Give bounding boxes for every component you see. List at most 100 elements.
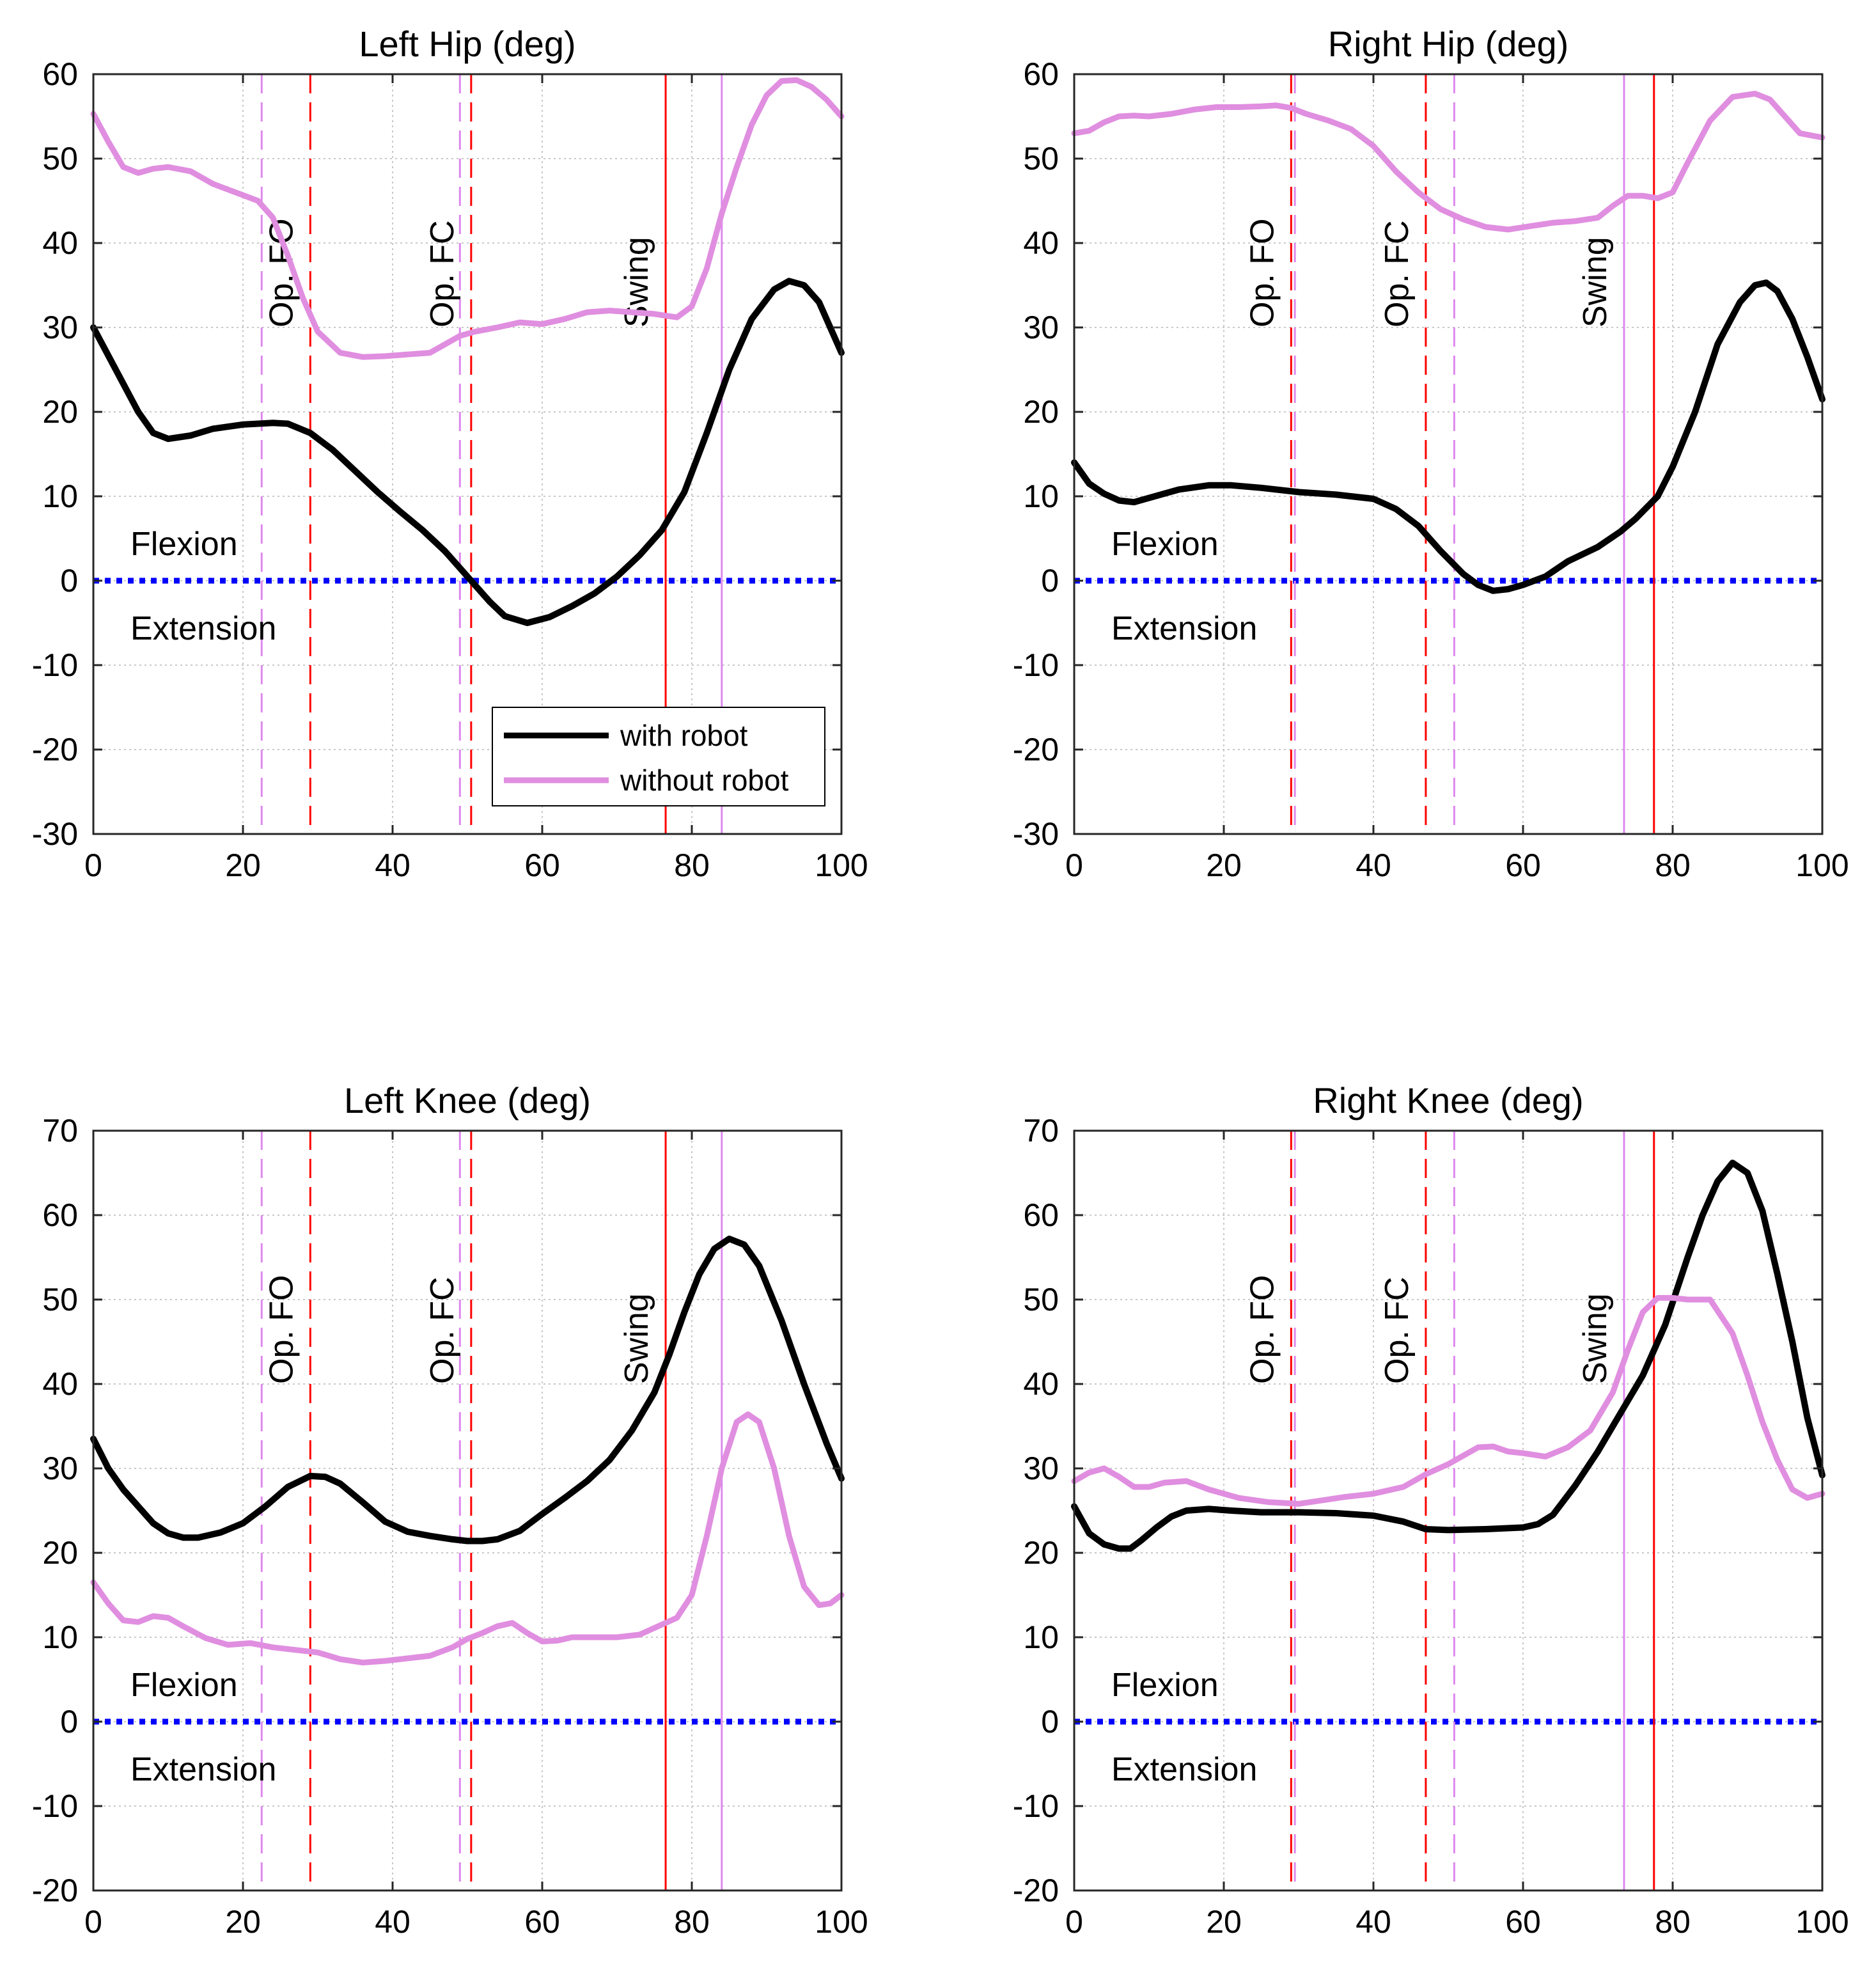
x-tick-label: 60 <box>524 847 560 883</box>
panel-left-knee: Op. FO Op. FC Swing 0 20 40 60 80 100 -20 -10 0 10 20… <box>32 1080 868 1940</box>
flexion-label: Flexion <box>130 526 238 563</box>
y-tick-label: 20 <box>42 1535 78 1571</box>
y-tick-label: 0 <box>60 563 78 599</box>
event-label: Op. FC <box>424 220 461 327</box>
y-tick-label: 40 <box>1023 225 1059 261</box>
y-tick-label: 30 <box>42 1450 78 1486</box>
series-line-with-robot <box>90 278 845 626</box>
y-tick-label: -30 <box>32 816 78 852</box>
y-tick-label: 50 <box>1023 1282 1059 1317</box>
y-tick-label: 10 <box>1023 478 1059 514</box>
y-tick-label: 0 <box>1041 563 1059 599</box>
x-tick-label: 100 <box>1795 1904 1849 1940</box>
y-tick-label: 60 <box>42 1197 78 1233</box>
event-label: Swing <box>618 1293 655 1384</box>
series-line-with-robot <box>90 1236 845 1545</box>
series-line-with-robot <box>1071 1159 1825 1552</box>
y-tick-label: 50 <box>42 141 78 177</box>
y-tick-label: 40 <box>42 225 78 261</box>
y-tick-label: -20 <box>1013 732 1059 767</box>
x-tick-label: 0 <box>84 1904 102 1940</box>
panel-title: Left Hip (deg) <box>359 24 575 64</box>
y-tick-label: -10 <box>1013 647 1059 683</box>
flexion-label: Flexion <box>130 1667 238 1704</box>
x-tick-label: 20 <box>225 1904 261 1940</box>
x-tick-label: 60 <box>524 1904 560 1940</box>
panel-right-hip: Op. FO Op. FC Swing 0 20 40 60 80 100 -30 -20 -10 0 1… <box>1013 24 1849 883</box>
y-tick-label: 30 <box>1023 1450 1059 1486</box>
y-tick-label: 70 <box>42 1113 78 1149</box>
y-tick-label: -10 <box>32 647 78 683</box>
event-label: Op. FC <box>1379 220 1416 327</box>
x-tick-label: 80 <box>1655 847 1691 883</box>
x-tick-label: 0 <box>1065 1904 1083 1940</box>
panel-title: Left Knee (deg) <box>344 1080 591 1120</box>
x-tick-label: 40 <box>375 847 410 883</box>
y-tick-label: 10 <box>1023 1619 1059 1655</box>
series-line-without-robot <box>1071 1294 1825 1507</box>
extension-label: Extension <box>1111 1751 1257 1788</box>
x-tick-label: 80 <box>674 1904 710 1940</box>
x-tick-label: 100 <box>815 847 868 883</box>
x-tick-label: 40 <box>375 1904 410 1940</box>
y-tick-label: 20 <box>1023 1535 1059 1571</box>
extension-label: Extension <box>130 1751 276 1788</box>
y-tick-label: -20 <box>1013 1873 1059 1908</box>
panel-title: Right Knee (deg) <box>1313 1080 1583 1120</box>
x-tick-label: 40 <box>1356 1904 1391 1940</box>
x-tick-label: 100 <box>815 1904 868 1940</box>
event-label: Swing <box>1577 237 1614 327</box>
series-line-without-robot <box>1071 90 1825 233</box>
x-tick-label: 60 <box>1505 847 1541 883</box>
x-tick-label: 80 <box>1655 1904 1691 1940</box>
series-line-with-robot <box>1071 279 1825 594</box>
legend-label-with-robot: with robot <box>620 719 748 752</box>
y-tick-label: -10 <box>1013 1788 1059 1824</box>
x-tick-label: 80 <box>674 847 710 883</box>
y-tick-label: 30 <box>1023 310 1059 345</box>
event-label: Op. FO <box>1244 219 1281 327</box>
y-tick-label: 50 <box>1023 141 1059 177</box>
series-line-without-robot <box>90 77 845 360</box>
x-tick-label: 40 <box>1356 847 1391 883</box>
y-tick-label: 70 <box>1023 1113 1059 1149</box>
event-label: Op. FO <box>263 1275 300 1384</box>
x-tick-label: 100 <box>1795 847 1849 883</box>
extension-label: Extension <box>1111 610 1257 647</box>
y-tick-label: -10 <box>32 1788 78 1824</box>
flexion-label: Flexion <box>1111 1667 1219 1704</box>
y-tick-label: 50 <box>42 1282 78 1317</box>
legend-label-without-robot: without robot <box>620 764 789 797</box>
x-tick-label: 0 <box>1065 847 1083 883</box>
flexion-label: Flexion <box>1111 526 1219 563</box>
y-tick-label: 40 <box>42 1366 78 1402</box>
series-line-without-robot <box>90 1411 845 1666</box>
axes-frame <box>1073 1129 1824 1892</box>
x-tick-label: 20 <box>1206 847 1242 883</box>
y-tick-label: 20 <box>42 394 78 430</box>
y-tick-label: 60 <box>42 56 78 92</box>
x-tick-label: 20 <box>1206 1904 1242 1940</box>
event-label: Op. FC <box>424 1277 461 1384</box>
y-tick-label: 10 <box>42 1619 78 1655</box>
y-tick-label: -20 <box>32 732 78 767</box>
y-tick-label: 40 <box>1023 1366 1059 1402</box>
y-tick-label: 60 <box>1023 1197 1059 1233</box>
y-tick-label: 0 <box>1041 1704 1059 1740</box>
y-tick-label: -30 <box>1013 816 1059 852</box>
legend-box <box>492 707 825 806</box>
extension-label: Extension <box>130 610 276 647</box>
y-tick-label: 0 <box>60 1704 78 1740</box>
event-label: Op. FO <box>1244 1275 1281 1384</box>
y-tick-label: 60 <box>1023 56 1059 92</box>
x-tick-label: 20 <box>225 847 261 883</box>
panel-title: Right Hip (deg) <box>1328 24 1569 64</box>
x-tick-label: 0 <box>84 847 102 883</box>
legend: with robot without robot <box>492 707 825 806</box>
event-label: Op. FC <box>1379 1277 1416 1384</box>
y-tick-label: 30 <box>42 310 78 345</box>
event-label: Swing <box>1577 1293 1614 1384</box>
